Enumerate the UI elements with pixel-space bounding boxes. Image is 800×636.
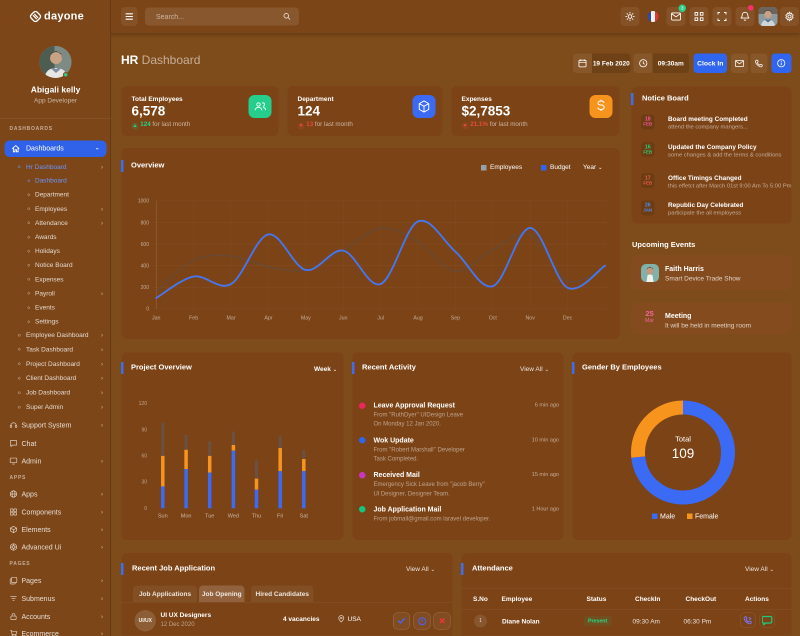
svg-text:Oct: Oct — [489, 316, 498, 322]
svg-text:Fri: Fri — [277, 514, 283, 520]
svg-text:800: 800 — [141, 220, 150, 226]
svg-text:Jan: Jan — [152, 316, 161, 322]
svg-text:120: 120 — [139, 401, 148, 407]
svg-text:Sat: Sat — [300, 514, 309, 520]
svg-text:Male: Male — [660, 514, 675, 521]
svg-text:Dec: Dec — [563, 316, 573, 322]
svg-text:Aug: Aug — [413, 316, 422, 322]
svg-text:Jun: Jun — [339, 316, 348, 322]
svg-text:Mon: Mon — [181, 514, 192, 520]
svg-text:Feb: Feb — [189, 316, 198, 322]
svg-text:Tue: Tue — [205, 514, 214, 520]
svg-text:Jul: Jul — [377, 316, 384, 322]
svg-text:Wed: Wed — [228, 514, 239, 520]
svg-text:Sun: Sun — [158, 514, 168, 520]
svg-text:Female: Female — [695, 514, 718, 521]
svg-text:600: 600 — [141, 242, 150, 248]
svg-text:90: 90 — [141, 427, 147, 433]
svg-text:60: 60 — [141, 453, 147, 459]
svg-text:Apr: Apr — [264, 316, 272, 322]
svg-text:109: 109 — [672, 446, 695, 461]
svg-text:Nov: Nov — [526, 316, 536, 322]
svg-text:Thu: Thu — [252, 514, 261, 520]
svg-text:1000: 1000 — [138, 199, 149, 205]
svg-text:Total: Total — [675, 435, 691, 444]
svg-text:May: May — [301, 316, 311, 322]
svg-text:30: 30 — [141, 480, 147, 486]
svg-text:0: 0 — [146, 307, 149, 313]
svg-text:Mar: Mar — [226, 316, 235, 322]
svg-text:400: 400 — [141, 263, 150, 269]
svg-text:Sep: Sep — [451, 316, 460, 322]
svg-text:200: 200 — [141, 285, 150, 291]
svg-text:0: 0 — [144, 506, 147, 512]
